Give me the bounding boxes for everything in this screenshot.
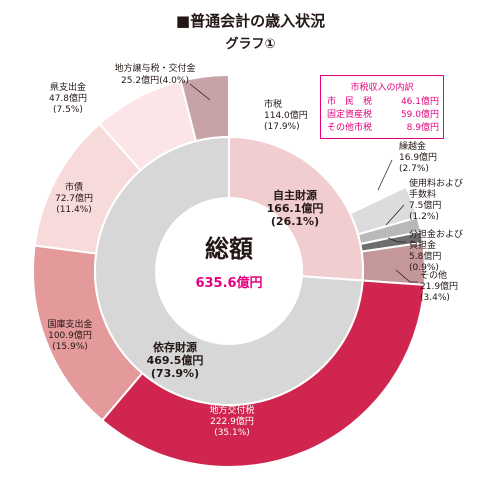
outer-label-kenshishutsu-name: 県支出金 [50, 81, 86, 93]
center-total-value: 635.6億円 [195, 275, 262, 291]
outer-label-buntankin-name: 分担金および [409, 228, 463, 240]
inner-label-izon-name: 依存財源 [153, 340, 197, 354]
inner-label-jishu-percent: (26.1%) [271, 215, 319, 228]
breakdown-item-value: 59.0億円 [400, 110, 439, 120]
inner-label-jishu-value: 166.1億円 [267, 201, 324, 215]
leader-buntankin [387, 237, 406, 243]
outer-label-shiyoryo-name: 使用料および [409, 177, 463, 189]
outer-label-chihojoyo-value: 25.2億円(4.0%) [121, 74, 189, 86]
outer-label-kurikoshi-percent: (2.7%) [399, 164, 429, 174]
leader-sonota [395, 269, 418, 283]
outer-label-kenshishutsu-value: 47.8億円 [49, 92, 87, 104]
outer-label-shizei-percent: (17.9%) [264, 122, 300, 132]
chart-title: ■普通会計の歳入状況 [175, 12, 326, 30]
outer-label-shisai-percent: (11.4%) [56, 205, 92, 215]
city-tax-breakdown-box: 市税収入の内訳 市 民 税 46.1億円 固定資産税 59.0億円 その他市税 … [320, 75, 444, 139]
breakdown-item-value: 46.1億円 [400, 97, 439, 107]
outer-label-shizei-name: 市税 [264, 98, 282, 110]
outer-label-kenshishutsu-percent: (7.5%) [53, 105, 83, 115]
outer-label-buntankin-percent: (0.9%) [409, 263, 439, 273]
inner-label-jishu-name: 自主財源 [273, 188, 317, 202]
breakdown-item-name: 固定資産税 [327, 110, 373, 120]
leader-chihojoyo [189, 83, 211, 101]
outer-label-kurikoshi-value: 16.9億円 [399, 151, 437, 163]
leader-shiyoryo [385, 204, 405, 226]
breakdown-item-value: 8.9億円 [406, 123, 439, 133]
outer-label-shisai-value: 72.7億円 [55, 192, 93, 204]
outer-label-kurikoshi-name: 繰越金 [399, 140, 426, 152]
outer-label-sonota-value: 21.9億円 [420, 280, 458, 292]
outer-label-shiyoryo-name: 手数料 [409, 188, 436, 200]
outer-label-shisai-name: 市債 [65, 181, 83, 193]
outer-label-kokko-name: 国庫支出金 [47, 318, 92, 330]
outer-label-shiyoryo-value: 7.5億円 [409, 199, 441, 211]
outer-label-chihokofu-name: 地方交付税 [209, 404, 254, 416]
outer-label-chihokofu-value: 222.9億円 [210, 415, 254, 427]
donut-hole [156, 198, 302, 344]
outer-label-shiyoryo-percent: (1.2%) [409, 212, 439, 222]
inner-label-izon-percent: (73.9%) [151, 367, 199, 380]
inner-label-izon-value: 469.5億円 [147, 353, 204, 367]
city-tax-breakdown-title: 市税収入の内訳 [350, 83, 414, 93]
outer-label-sonota-percent: (3.4%) [420, 293, 450, 303]
center-total-label: 総額 [205, 235, 253, 263]
outer-label-buntankin-name: 負担金 [409, 239, 436, 251]
breakdown-item-name: 市 民 税 [327, 97, 373, 107]
outer-label-shizei-value: 114.0億円 [264, 109, 308, 121]
breakdown-item-name: その他市税 [327, 123, 373, 133]
outer-label-buntankin-value: 5.8億円 [409, 250, 441, 262]
leader-kurikoshi [377, 159, 393, 191]
outer-label-chihojoyo-name: 地方譲与税・交付金 [114, 62, 195, 74]
outer-label-kokko-value: 100.9億円 [48, 329, 92, 341]
outer-label-kokko-percent: (15.9%) [52, 342, 88, 352]
outer-label-sonota-name: その他 [420, 269, 447, 281]
outer-label-chihokofu-percent: (35.1%) [214, 428, 250, 438]
chart-subtitle: グラフ① [225, 37, 276, 52]
